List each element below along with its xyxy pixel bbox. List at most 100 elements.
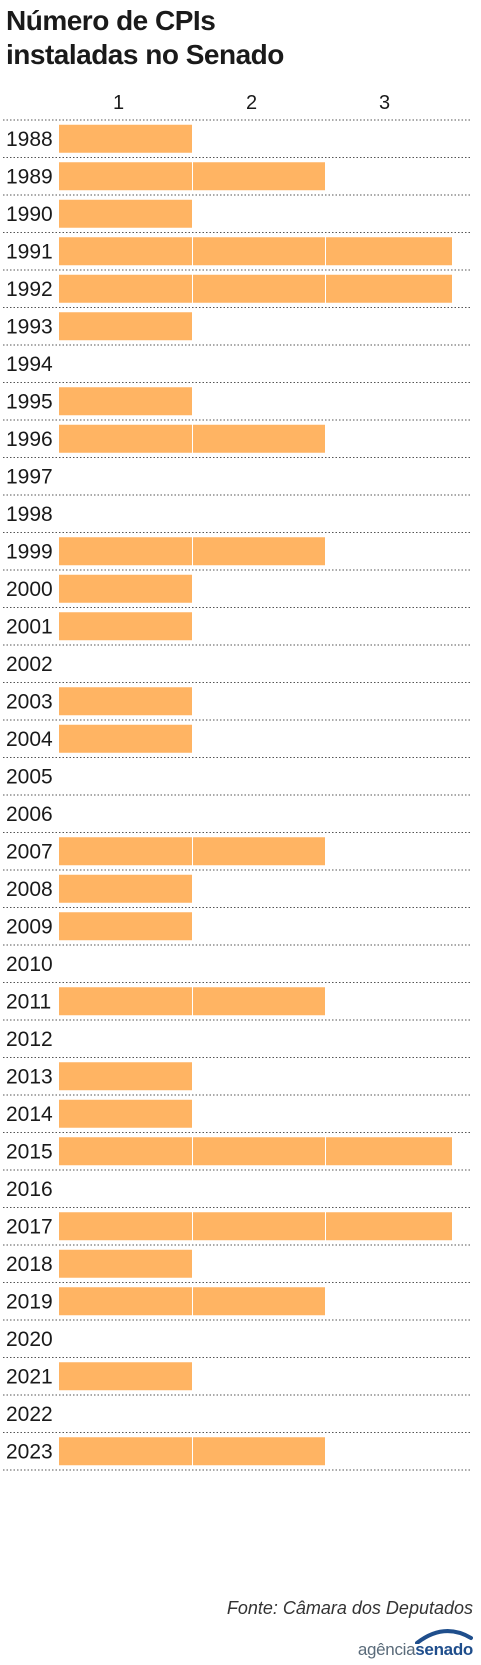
- x-tick-label: 1: [113, 92, 124, 114]
- chart-row: 2014: [3, 1099, 470, 1133]
- category-label: 2002: [6, 653, 53, 676]
- category-label: 1990: [6, 203, 53, 226]
- bar-segment: [59, 312, 192, 341]
- bar-segment: [59, 1287, 192, 1316]
- logo-arc-icon: [415, 1629, 473, 1644]
- category-label: 2017: [6, 1215, 53, 1238]
- category-label: 1988: [6, 128, 53, 151]
- chart-row: 2007: [3, 837, 470, 871]
- chart-row: 2010: [3, 953, 470, 983]
- category-label: 2013: [6, 1065, 53, 1088]
- category-label: 2019: [6, 1290, 53, 1313]
- category-label: 2005: [6, 765, 53, 788]
- category-label: 1993: [6, 315, 53, 338]
- chart-row: 1994: [3, 353, 470, 383]
- category-label: 1991: [6, 240, 53, 263]
- chart-row: 1995: [3, 387, 470, 421]
- chart-row: 2003: [3, 687, 470, 721]
- chart-row: 1993: [3, 312, 470, 346]
- chart-row: 2011: [3, 987, 470, 1021]
- bar-segment: [193, 1287, 325, 1316]
- chart-row: 2018: [3, 1249, 470, 1283]
- chart-row: 1989: [3, 162, 470, 196]
- bar-segment: [59, 1062, 192, 1091]
- chart-row: 1988: [3, 124, 470, 158]
- category-label: 2001: [6, 615, 53, 638]
- category-label: 2007: [6, 840, 53, 863]
- category-label: 2009: [6, 915, 53, 938]
- category-label: 2022: [6, 1403, 53, 1426]
- bar-segment: [193, 237, 325, 266]
- bar-segment: [193, 424, 325, 453]
- bar-segment: [193, 274, 325, 303]
- category-label: 1997: [6, 465, 53, 488]
- bar-segment: [193, 837, 325, 866]
- agencia-senado-logo: agência senado: [357, 1629, 473, 1660]
- bar-segment: [193, 987, 325, 1016]
- bar-segment: [59, 1437, 192, 1466]
- chart-row: 2017: [3, 1212, 470, 1246]
- chart-row: 2001: [3, 612, 470, 646]
- bar-segment: [59, 387, 192, 416]
- category-label: 1998: [6, 503, 53, 526]
- chart-row: 2002: [3, 653, 470, 683]
- category-label: 1994: [6, 353, 53, 376]
- chart-row: 2023: [3, 1437, 470, 1471]
- chart-row: 1998: [3, 503, 470, 533]
- bar-segment: [193, 162, 325, 191]
- chart-row: 1997: [3, 465, 470, 496]
- chart-row: 2020: [3, 1328, 470, 1358]
- bar-segment: [59, 687, 192, 716]
- chart-row: 2004: [3, 724, 470, 758]
- chart-row: 1996: [3, 424, 470, 458]
- bar-segment: [326, 274, 452, 303]
- bar-segment: [193, 1437, 325, 1466]
- logo-senado-text: senado: [415, 1629, 473, 1660]
- bar-segment: [59, 1099, 192, 1128]
- bar-segment: [59, 874, 192, 903]
- bar-segment: [193, 1137, 325, 1166]
- bar-segment: [59, 612, 192, 641]
- category-label: 2016: [6, 1178, 53, 1201]
- category-label: 2015: [6, 1140, 53, 1163]
- bar-segment: [59, 912, 192, 941]
- x-tick-label: 3: [379, 92, 390, 114]
- chart-row: 2006: [3, 803, 470, 833]
- bar-segment: [326, 237, 452, 266]
- chart-row: 2008: [3, 874, 470, 908]
- chart-row: 1990: [3, 199, 470, 233]
- chart-row: 1999: [3, 537, 470, 571]
- category-label: 1999: [6, 540, 53, 563]
- category-label: 2023: [6, 1440, 53, 1463]
- chart-row: 2013: [3, 1062, 470, 1096]
- category-label: 1989: [6, 165, 53, 188]
- category-label: 2020: [6, 1328, 53, 1351]
- x-axis-ticks: 1 2 3: [113, 92, 390, 114]
- source-note: Fonte: Câmara dos Deputados: [226, 1598, 473, 1618]
- chart-row: 2019: [3, 1287, 470, 1321]
- category-label: 2010: [6, 953, 53, 976]
- category-label: 2011: [6, 990, 51, 1013]
- chart-row: 1991: [3, 237, 470, 271]
- bar-segment: [59, 987, 192, 1016]
- logo-agencia-text: agência: [357, 1640, 416, 1659]
- x-tick-label: 2: [246, 92, 257, 114]
- bar-segment: [59, 724, 192, 753]
- category-label: 2003: [6, 690, 53, 713]
- chart-row: 2000: [3, 574, 470, 608]
- chart-title-line-1: Número de CPIs: [6, 5, 216, 36]
- bar-segment: [59, 1212, 192, 1241]
- category-label: 2021: [6, 1365, 53, 1388]
- bar-segment: [59, 837, 192, 866]
- bar-segment: [193, 1212, 325, 1241]
- chart-title: Número de CPIs instaladas no Senado: [6, 4, 466, 72]
- category-label: 2004: [6, 728, 53, 751]
- chart-row: 2022: [3, 1403, 470, 1433]
- category-label: 2018: [6, 1253, 53, 1276]
- bar-segment: [59, 162, 192, 191]
- bar-segment: [59, 199, 192, 228]
- category-label: 2012: [6, 1028, 53, 1051]
- bar-segment: [59, 124, 192, 153]
- category-label: 1996: [6, 428, 53, 451]
- chart-row: 2012: [3, 1028, 470, 1058]
